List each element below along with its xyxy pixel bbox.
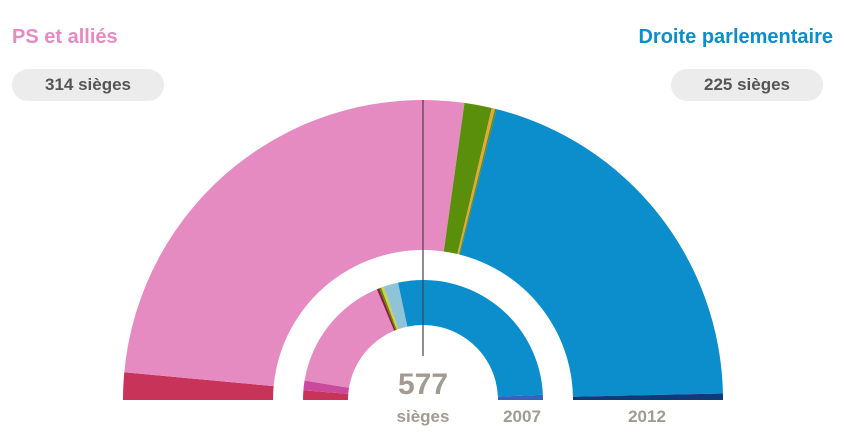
seat-segment-2007-6 (383, 282, 408, 330)
ring-label-2012: 2012 (628, 407, 666, 426)
seat-segment-2007-8 (497, 394, 543, 400)
seat-segment-2007-2 (304, 289, 395, 388)
seat-segment-2012-2 (443, 102, 492, 254)
seat-segment-2007-0 (303, 390, 349, 400)
seat-segment-2007-7 (398, 280, 543, 397)
ring-2007 (303, 280, 543, 400)
ring-label-2007: 2007 (503, 407, 541, 426)
left-bloc-title: PS et alliés (12, 26, 118, 48)
seat-segment-2007-5 (381, 286, 399, 330)
seat-segment-2012-5 (459, 109, 723, 397)
seat-segment-2012-1 (124, 100, 465, 387)
right-bloc-title: Droite parlementaire (638, 26, 833, 48)
ring-2012 (123, 100, 723, 400)
seat-segment-2012-0 (123, 372, 274, 400)
total-seats-unit: sièges (397, 407, 450, 426)
seat-segment-2007-1 (303, 380, 349, 394)
seat-segment-2007-4 (379, 287, 397, 331)
right-bloc-seat-count: 225 sièges (671, 69, 823, 101)
seat-segment-2012-4 (458, 108, 497, 255)
total-seats-value: 577 (398, 368, 448, 401)
seat-segment-2012-3 (457, 107, 495, 255)
left-bloc-seat-count: 314 sièges (12, 69, 164, 101)
seat-segment-2012-6 (572, 393, 723, 400)
seat-segment-2007-3 (376, 288, 396, 331)
